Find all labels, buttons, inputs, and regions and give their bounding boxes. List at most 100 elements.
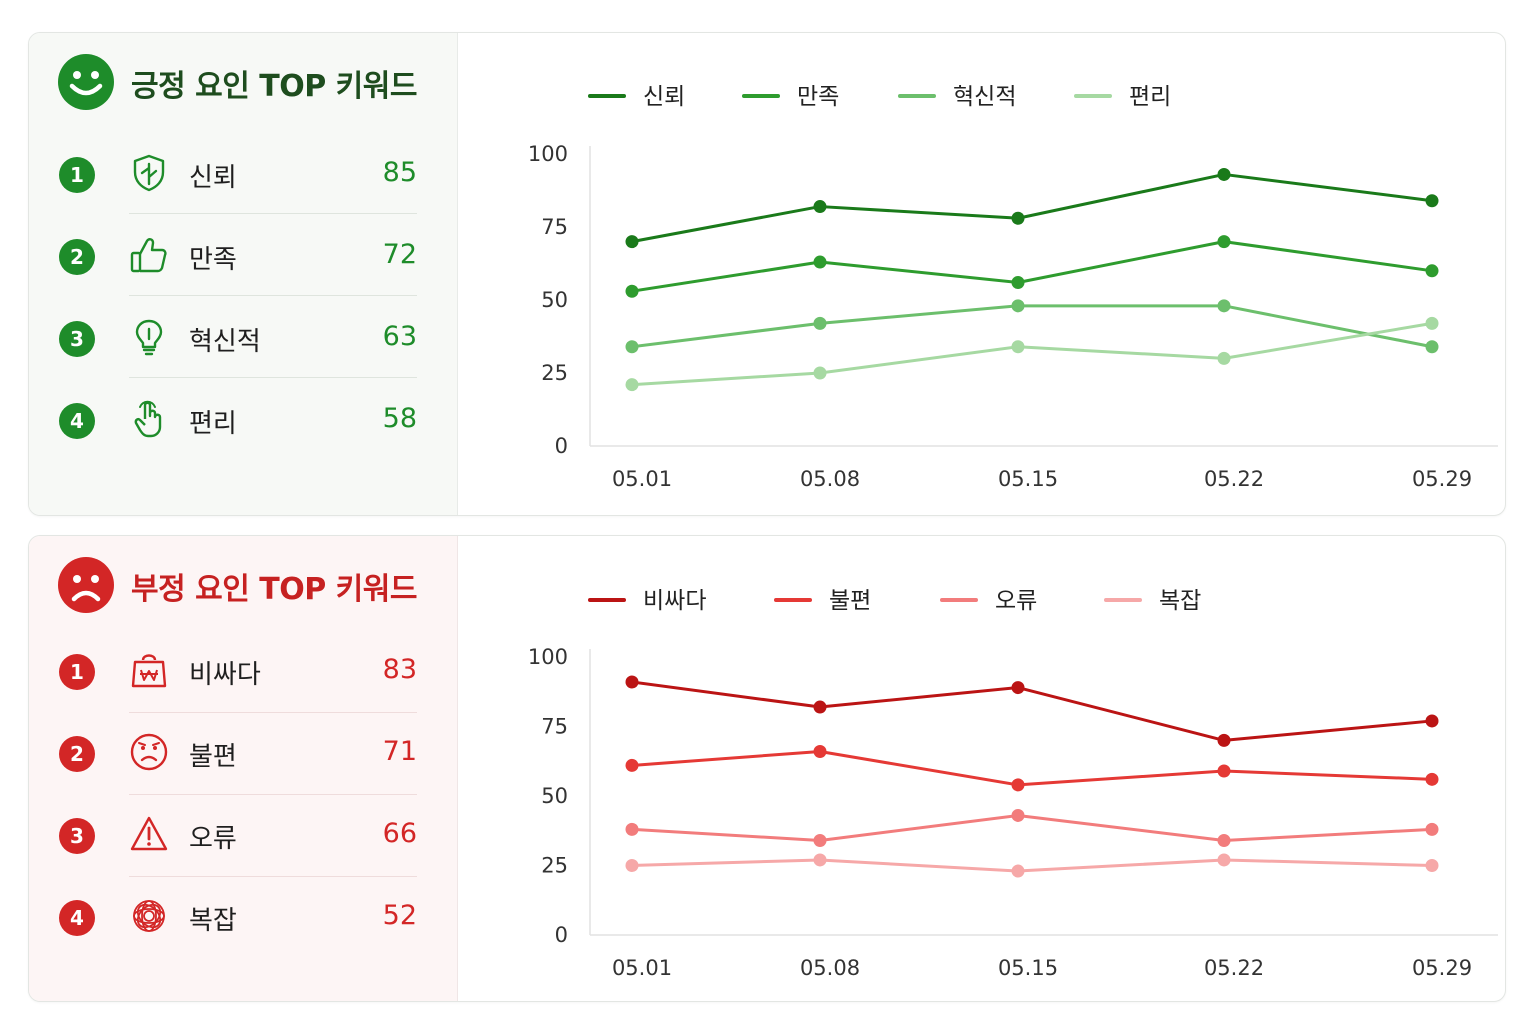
data-point xyxy=(1217,733,1231,747)
thumbs-up-icon xyxy=(130,238,167,273)
x-tick-label: 05.01 xyxy=(612,467,672,491)
y-tick-label: 0 xyxy=(555,434,568,458)
rank-badge: 1 xyxy=(59,654,95,690)
keyword-label: 불편 xyxy=(189,742,237,772)
keyword-score: 63 xyxy=(382,321,417,352)
data-point xyxy=(813,853,827,867)
series-line xyxy=(631,813,1433,842)
data-point xyxy=(813,366,827,380)
negative-keyword-sidebar: 부정 요인 TOP 키워드 1 비싸다 83 2 xyxy=(29,536,458,1001)
data-point xyxy=(813,700,827,714)
data-point xyxy=(1011,681,1025,695)
keyword-score: 52 xyxy=(382,900,417,931)
data-point xyxy=(625,758,639,772)
list-item[interactable]: 4 편리 58 xyxy=(29,379,457,461)
divider xyxy=(129,295,417,296)
data-point xyxy=(1011,340,1025,354)
data-point xyxy=(1217,167,1231,181)
positive-panel: 긍정 요인 TOP 키워드 1 신뢰 85 2 만족 xyxy=(28,32,1506,516)
data-point xyxy=(625,235,639,249)
divider xyxy=(129,712,417,713)
data-point xyxy=(1217,853,1231,867)
positive-title: 긍정 요인 TOP 키워드 xyxy=(131,69,418,104)
x-tick-label: 05.15 xyxy=(998,956,1058,980)
data-point xyxy=(1425,340,1439,354)
data-point xyxy=(813,833,827,847)
data-point xyxy=(1217,351,1231,365)
y-tick-label: 25 xyxy=(541,361,568,385)
keyword-score: 71 xyxy=(382,736,417,767)
data-point xyxy=(1011,808,1025,822)
data-point xyxy=(1425,264,1439,278)
rank-badge: 2 xyxy=(59,239,95,275)
data-point xyxy=(625,378,639,392)
positive-keyword-sidebar: 긍정 요인 TOP 키워드 1 신뢰 85 2 만족 xyxy=(29,33,458,515)
y-tick-label: 100 xyxy=(528,645,568,669)
x-tick-label: 05.08 xyxy=(800,956,860,980)
series-line xyxy=(631,858,1433,873)
list-item[interactable]: 2 불편 71 xyxy=(29,714,457,796)
list-item[interactable]: 3 오류 66 xyxy=(29,796,457,878)
keyword-label: 오류 xyxy=(189,824,237,854)
rank-badge: 1 xyxy=(59,157,95,193)
rank-badge: 3 xyxy=(59,321,95,357)
x-tick-label: 05.22 xyxy=(1204,956,1264,980)
data-point xyxy=(625,340,639,354)
divider xyxy=(129,794,417,795)
frown-face-icon xyxy=(130,733,168,771)
data-point xyxy=(1217,299,1231,313)
series-line xyxy=(631,750,1433,787)
x-tick-label: 05.01 xyxy=(612,956,672,980)
rank-badge: 3 xyxy=(59,818,95,854)
price-bag-won-icon xyxy=(131,654,167,688)
y-tick-label: 50 xyxy=(541,288,568,312)
series-line xyxy=(631,680,1433,742)
data-point xyxy=(625,675,639,689)
keyword-score: 58 xyxy=(382,403,417,434)
list-item[interactable]: 4 복잡 52 xyxy=(29,878,457,960)
positive-chart-area: 0 25 50 75 100 05.01 05.08 05.15 05.22 05.29 신뢰 만족 혁… xyxy=(458,33,1505,515)
legend-label: 편리 xyxy=(1129,84,1171,110)
smiley-face-icon xyxy=(58,54,114,110)
list-item[interactable]: 1 신뢰 85 xyxy=(29,133,457,215)
legend-label: 복잡 xyxy=(1159,588,1201,614)
negative-chart-area: 0 25 50 75 100 05.01 05.08 05.15 05.22 05.29 비싸다 불편… xyxy=(458,536,1505,1001)
data-point xyxy=(625,822,639,836)
series-line xyxy=(631,240,1433,293)
divider xyxy=(129,876,417,877)
positive-trend-chart: 0 25 50 75 100 05.01 05.08 05.15 05.22 05.29 신뢰 만족 혁… xyxy=(528,84,1498,491)
negative-title: 부정 요인 TOP 키워드 xyxy=(131,572,418,607)
data-point xyxy=(625,859,639,872)
sad-face-icon xyxy=(58,557,114,613)
keyword-label: 편리 xyxy=(189,409,237,439)
tangle-icon xyxy=(133,900,165,932)
data-point xyxy=(813,745,827,759)
warning-triangle-icon xyxy=(130,816,168,851)
series-line xyxy=(631,172,1433,244)
y-tick-label: 25 xyxy=(541,854,568,878)
keyword-label: 혁신적 xyxy=(189,327,261,357)
negative-panel: 부정 요인 TOP 키워드 1 비싸다 83 2 xyxy=(28,535,1506,1002)
data-point xyxy=(813,200,827,214)
rank-badge: 4 xyxy=(59,900,95,936)
keyword-score: 66 xyxy=(382,818,417,849)
y-tick-label: 75 xyxy=(541,215,568,239)
list-item[interactable]: 1 비싸다 83 xyxy=(29,632,457,714)
data-point xyxy=(1425,772,1439,786)
shield-leaf-icon xyxy=(133,154,165,192)
keyword-label: 비싸다 xyxy=(189,660,261,690)
data-point xyxy=(1011,211,1025,225)
legend-label: 불편 xyxy=(829,588,871,614)
divider xyxy=(129,377,417,378)
negative-keyword-list: 1 비싸다 83 2 불편 xyxy=(29,536,457,1001)
legend-label: 오류 xyxy=(995,588,1037,614)
keyword-score: 85 xyxy=(382,157,417,188)
list-item[interactable]: 3 혁신적 63 xyxy=(29,297,457,379)
negative-trend-chart: 0 25 50 75 100 05.01 05.08 05.15 05.22 05.29 비싸다 불편… xyxy=(528,588,1498,980)
list-item[interactable]: 2 만족 72 xyxy=(29,215,457,297)
hand-pointer-icon xyxy=(134,400,162,438)
x-tick-label: 05.22 xyxy=(1204,467,1264,491)
data-point xyxy=(625,284,639,298)
keyword-label: 신뢰 xyxy=(189,163,237,193)
data-point xyxy=(1011,275,1025,289)
